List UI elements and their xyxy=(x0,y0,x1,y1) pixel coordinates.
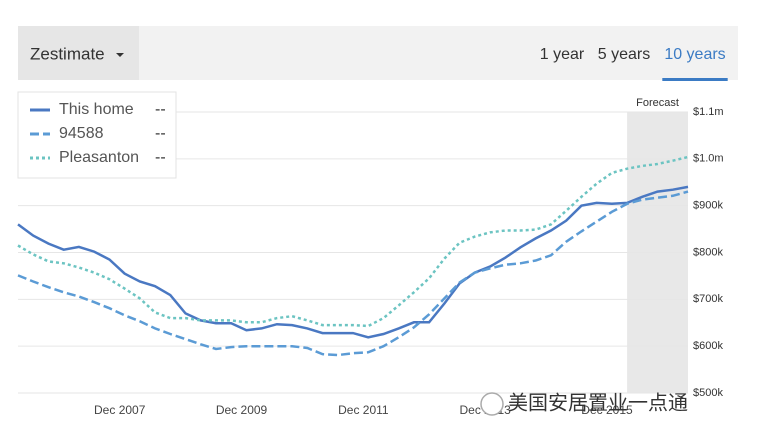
y-tick-label: $1.0m xyxy=(693,153,724,165)
legend-value: -- xyxy=(155,101,166,118)
y-tick-label: $900k xyxy=(693,200,723,212)
series-line xyxy=(17,190,689,357)
range-tab[interactable]: 10 years xyxy=(664,46,725,63)
range-tab[interactable]: 5 years xyxy=(598,46,650,63)
x-tick-label: Dec 2007 xyxy=(94,403,146,417)
legend-label: 94588 xyxy=(59,125,104,142)
y-tick-label: $600k xyxy=(693,340,723,352)
x-tick-label: Dec 2011 xyxy=(338,403,389,417)
y-tick-label: $1.1m xyxy=(693,106,724,118)
x-tick-label: Dec 2009 xyxy=(216,403,268,417)
x-tick-label: Dec 2015 xyxy=(581,403,633,417)
y-tick-label: $500k xyxy=(693,387,723,399)
legend-box xyxy=(17,91,177,179)
series-line xyxy=(17,155,689,328)
legend-label: Pleasanton xyxy=(59,149,139,166)
plot-area: Forecast $500k $600k $700k $800k $900k $1.0m $1… xyxy=(17,97,724,417)
active-tab-underline xyxy=(662,78,728,81)
y-tick-label: $800k xyxy=(693,246,723,258)
series-line xyxy=(17,185,689,339)
y-tick-label: $700k xyxy=(693,293,723,305)
dropdown-label[interactable]: Zestimate xyxy=(30,44,105,63)
legend-value: -- xyxy=(155,125,166,142)
watermark-icon xyxy=(480,392,504,416)
legend-value: -- xyxy=(155,149,166,166)
watermark: 美国安居置业一点通 xyxy=(480,391,688,416)
legend-label: This home xyxy=(59,101,134,118)
dropdown-caret xyxy=(116,53,124,57)
legend: This home -- 94588 -- Pleasanton -- xyxy=(17,91,177,179)
forecast-label: Forecast xyxy=(636,97,679,109)
watermark-text: 美国安居置业一点通 xyxy=(508,391,688,414)
range-tab[interactable]: 1 year xyxy=(540,46,585,63)
